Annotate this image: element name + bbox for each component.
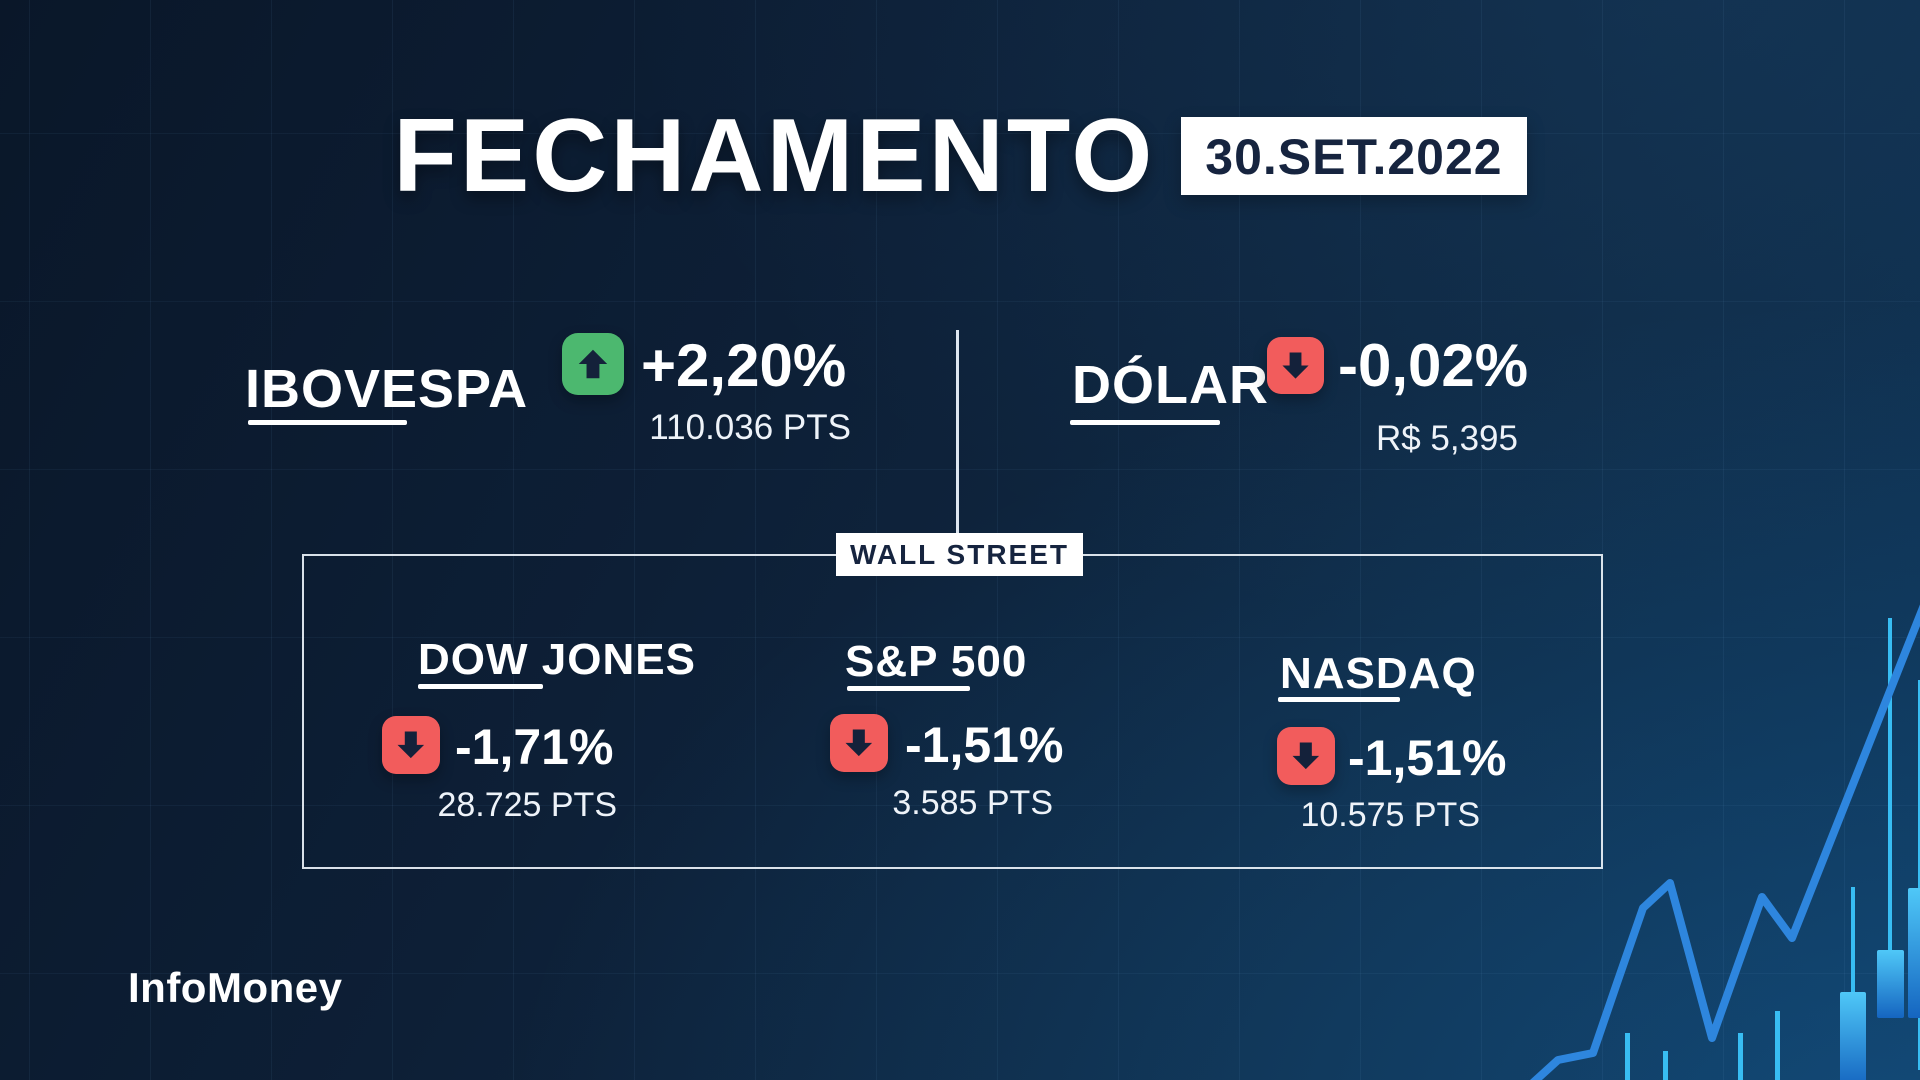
dolar-underline <box>1070 420 1220 425</box>
ibovespa-underline <box>248 420 407 425</box>
sp500-change: -1,51% <box>905 717 1064 773</box>
ibovespa-label: IBOVESPA <box>245 359 529 419</box>
dolar-change: -0,02% <box>1338 332 1529 399</box>
line-chart-decoration <box>1530 604 1920 1080</box>
volume-tick <box>1738 1033 1743 1080</box>
candle-wick <box>1888 618 1892 958</box>
arrow-down-icon <box>382 716 440 774</box>
candle-wick <box>1851 887 1855 997</box>
nasdaq-value: 10.575 PTS <box>1300 796 1480 834</box>
wall-street-badge: WALL STREET <box>836 533 1083 576</box>
dowjones-value: 28.725 PTS <box>437 786 617 824</box>
nasdaq-label: NASDAQ <box>1280 649 1477 698</box>
dolar-label: DÓLAR <box>1072 355 1269 415</box>
dowjones-change: -1,71% <box>455 719 614 775</box>
section-divider <box>956 330 959 534</box>
dowjones-underline <box>418 684 543 689</box>
page-title: FECHAMENTO <box>393 98 1156 214</box>
sp500-underline <box>847 686 970 691</box>
candlestick <box>1908 888 1920 1018</box>
arrow-down-icon <box>1267 337 1324 394</box>
dowjones-label: DOW JONES <box>418 635 696 684</box>
ibovespa-value: 110.036 PTS <box>649 408 851 447</box>
candlestick <box>1877 950 1904 1018</box>
volume-tick <box>1775 1011 1780 1080</box>
sp500-value: 3.585 PTS <box>892 784 1053 822</box>
dolar-value: R$ 5,395 <box>1375 419 1518 458</box>
nasdaq-underline <box>1278 697 1400 702</box>
candle-wick <box>1918 680 1920 1070</box>
sp500-label: S&P 500 <box>845 637 1028 686</box>
infomoney-logo: InfoMoney <box>128 964 343 1011</box>
candlestick <box>1840 992 1866 1080</box>
ibovespa-change: +2,20% <box>641 332 847 399</box>
arrow-down-icon <box>830 714 888 772</box>
header: FECHAMENTO 30.SET.2022 <box>0 104 1920 208</box>
arrow-down-icon <box>1277 727 1335 785</box>
nasdaq-change: -1,51% <box>1348 730 1507 786</box>
decorative-market-chart <box>1530 604 1920 1080</box>
arrow-up-icon <box>562 333 624 395</box>
date-badge: 30.SET.2022 <box>1181 117 1527 195</box>
volume-tick <box>1625 1033 1630 1080</box>
volume-tick <box>1663 1051 1668 1080</box>
